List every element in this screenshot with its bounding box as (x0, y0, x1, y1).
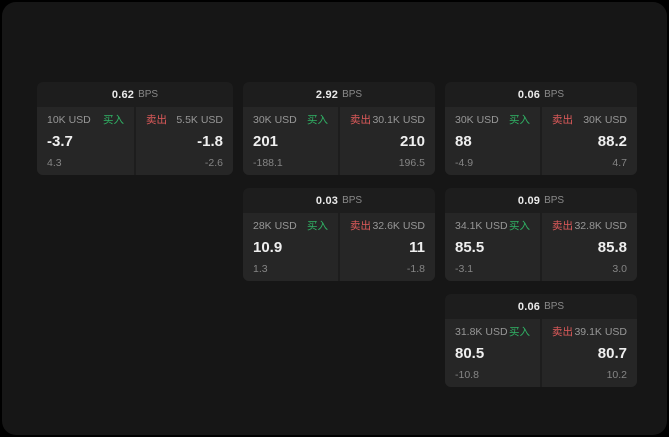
buy-price: 88 (455, 133, 472, 150)
sell-delta: 3.0 (612, 263, 627, 275)
sell-panel[interactable]: 卖出 39.1K USD 80.7 10.2 (542, 319, 637, 387)
sell-label: 卖出 (350, 220, 371, 232)
sell-amount: 30.1K USD (372, 114, 425, 126)
buy-label: 买入 (103, 114, 124, 126)
sell-amount: 32.8K USD (574, 220, 627, 232)
buy-panel[interactable]: 10K USD 买入 -3.7 4.3 (37, 107, 134, 175)
sell-amount: 32.6K USD (372, 220, 425, 232)
buy-price: 80.5 (455, 345, 485, 362)
quote-panels: 28K USD 买入 10.9 1.3 卖出 32.6K USD 11 -1.8 (243, 213, 435, 281)
sell-panel[interactable]: 卖出 30.1K USD 210 196.5 (340, 107, 435, 175)
sell-price: 88.2 (597, 133, 627, 150)
buy-delta: -188.1 (253, 157, 283, 169)
bps-label: BPS (342, 195, 363, 206)
quote-card: 0.09 BPS 34.1K USD 买入 85.5 -3.1 卖出 32.8K… (445, 188, 637, 281)
buy-delta: -3.1 (455, 263, 474, 275)
buy-delta: -4.9 (455, 157, 474, 169)
buy-panel[interactable]: 31.8K USD 买入 80.5 -10.8 (445, 319, 540, 387)
buy-delta: -10.8 (455, 369, 479, 381)
sell-panel[interactable]: 卖出 32.6K USD 11 -1.8 (340, 213, 435, 281)
quote-card: 0.06 BPS 30K USD 买入 88 -4.9 卖出 30K USD (445, 82, 637, 175)
bps-label: BPS (544, 301, 565, 312)
sell-label: 卖出 (552, 220, 573, 232)
buy-delta: 1.3 (253, 263, 268, 275)
sell-price: 80.7 (597, 345, 627, 362)
buy-amount: 30K USD (455, 114, 499, 126)
buy-price: 201 (253, 133, 279, 150)
sell-panel[interactable]: 卖出 5.5K USD -1.8 -2.6 (136, 107, 233, 175)
sell-price: 11 (409, 239, 425, 256)
card-header: 0.03 BPS (243, 188, 435, 213)
bps-value: 0.09 (517, 194, 541, 207)
sell-delta: 4.7 (612, 157, 627, 169)
card-header: 0.06 BPS (445, 82, 637, 107)
sell-amount: 39.1K USD (574, 326, 627, 338)
buy-price: 85.5 (455, 239, 485, 256)
sell-amount: 5.5K USD (176, 114, 223, 126)
sell-label: 卖出 (552, 114, 573, 126)
buy-panel[interactable]: 34.1K USD 买入 85.5 -3.1 (445, 213, 540, 281)
sell-panel[interactable]: 卖出 30K USD 88.2 4.7 (542, 107, 637, 175)
bps-label: BPS (342, 89, 363, 100)
sell-price: -1.8 (197, 133, 223, 150)
quote-card: 0.62 BPS 10K USD 买入 -3.7 4.3 卖出 5.5K USD (37, 82, 233, 175)
bps-value: 0.06 (517, 300, 541, 313)
bps-value: 0.03 (315, 194, 339, 207)
card-header: 0.62 BPS (37, 82, 233, 107)
quote-panels: 34.1K USD 买入 85.5 -3.1 卖出 32.8K USD 85.8… (445, 213, 637, 281)
bps-value: 0.62 (111, 88, 135, 101)
buy-amount: 31.8K USD (455, 326, 508, 338)
quote-panels: 30K USD 买入 88 -4.9 卖出 30K USD 88.2 4.7 (445, 107, 637, 175)
buy-price: -3.7 (47, 133, 73, 150)
quote-card: 2.92 BPS 30K USD 买入 201 -188.1 卖出 30.1K … (243, 82, 435, 175)
sell-amount: 30K USD (583, 114, 627, 126)
sell-price: 85.8 (597, 239, 627, 256)
buy-label: 买入 (509, 114, 530, 126)
card-header: 0.06 BPS (445, 294, 637, 319)
buy-label: 买入 (509, 326, 530, 338)
quote-panels: 10K USD 买入 -3.7 4.3 卖出 5.5K USD -1.8 -2.… (37, 107, 233, 175)
buy-label: 买入 (307, 220, 328, 232)
buy-panel[interactable]: 30K USD 买入 88 -4.9 (445, 107, 540, 175)
sell-delta: -1.8 (406, 263, 425, 275)
quote-card: 0.06 BPS 31.8K USD 买入 80.5 -10.8 卖出 39.1… (445, 294, 637, 387)
buy-amount: 10K USD (47, 114, 91, 126)
quote-panels: 31.8K USD 买入 80.5 -10.8 卖出 39.1K USD 80.… (445, 319, 637, 387)
sell-label: 卖出 (552, 326, 573, 338)
bps-value: 2.92 (315, 88, 339, 101)
bps-value: 0.06 (517, 88, 541, 101)
quote-cards-grid: 0.62 BPS 10K USD 买入 -3.7 4.3 卖出 5.5K USD (37, 82, 637, 387)
buy-panel[interactable]: 30K USD 买入 201 -188.1 (243, 107, 338, 175)
buy-label: 买入 (509, 220, 530, 232)
quote-card: 0.03 BPS 28K USD 买入 10.9 1.3 卖出 32.6K US… (243, 188, 435, 281)
sell-delta: -2.6 (204, 157, 223, 169)
buy-panel[interactable]: 28K USD 买入 10.9 1.3 (243, 213, 338, 281)
sell-delta: 196.5 (398, 157, 425, 169)
bps-label: BPS (544, 195, 565, 206)
sell-panel[interactable]: 卖出 32.8K USD 85.8 3.0 (542, 213, 637, 281)
sell-label: 卖出 (350, 114, 371, 126)
buy-amount: 30K USD (253, 114, 297, 126)
sell-price: 210 (399, 133, 425, 150)
card-header: 2.92 BPS (243, 82, 435, 107)
buy-delta: 4.3 (47, 157, 62, 169)
buy-price: 10.9 (253, 239, 283, 256)
bps-label: BPS (544, 89, 565, 100)
quote-panels: 30K USD 买入 201 -188.1 卖出 30.1K USD 210 1… (243, 107, 435, 175)
buy-amount: 34.1K USD (455, 220, 508, 232)
buy-label: 买入 (307, 114, 328, 126)
card-header: 0.09 BPS (445, 188, 637, 213)
bps-label: BPS (138, 89, 159, 100)
sell-delta: 10.2 (606, 369, 627, 381)
sell-label: 卖出 (146, 114, 167, 126)
buy-amount: 28K USD (253, 220, 297, 232)
